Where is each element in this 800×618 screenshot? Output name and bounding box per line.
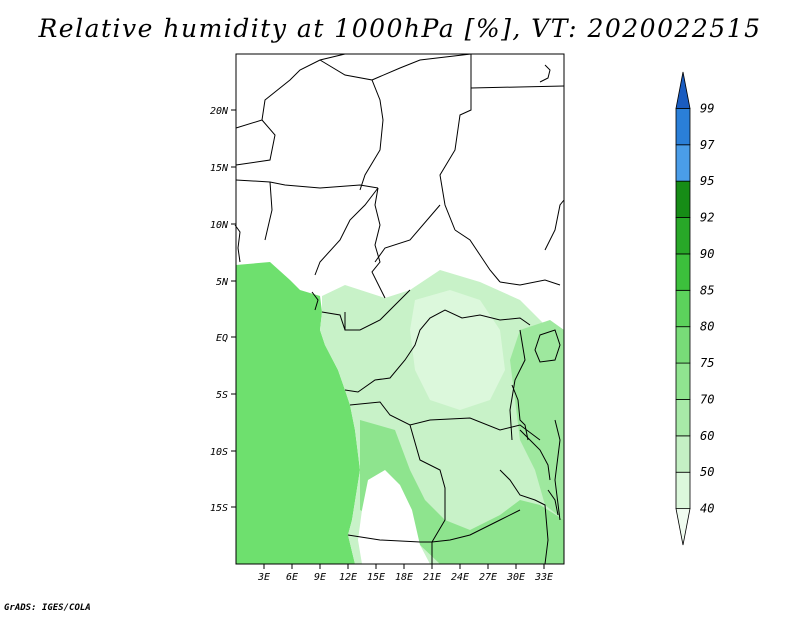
longitude-axis: 3E 6E 9E 12E 15E 18E 21E 24E 27E 30E 33E bbox=[257, 564, 553, 583]
political-boundaries bbox=[235, 53, 565, 565]
colorbar-label: 80 bbox=[700, 320, 714, 334]
grads-credit: GrADS: IGES/COLA bbox=[4, 603, 91, 613]
lat-label: 10N bbox=[210, 220, 229, 231]
lon-label: 18E bbox=[395, 572, 413, 583]
colorbar-segment bbox=[675, 326, 691, 364]
colorbar-segment bbox=[675, 180, 691, 218]
dry-tongue-patch bbox=[358, 470, 430, 564]
lon-label: 30E bbox=[506, 572, 525, 583]
lat-label: EQ bbox=[216, 333, 228, 344]
lon-label: 9E bbox=[314, 572, 326, 583]
colorbar-label: 40 bbox=[700, 502, 714, 516]
colorbar-label: 95 bbox=[700, 174, 714, 188]
lon-label: 6E bbox=[286, 572, 298, 583]
lon-label: 21E bbox=[423, 572, 441, 583]
colorbar-segment bbox=[675, 107, 691, 146]
colorbar-segment bbox=[675, 253, 691, 291]
colorbar-segment bbox=[675, 71, 691, 109]
colorbar-label: 60 bbox=[700, 429, 714, 443]
colorbar-label: 92 bbox=[700, 211, 714, 225]
ocean-high-humidity-region bbox=[236, 262, 360, 564]
colorbar-segment bbox=[675, 399, 691, 437]
colorbar-label: 97 bbox=[700, 138, 715, 152]
lat-label: 5S bbox=[216, 390, 228, 401]
lat-label: 15S bbox=[210, 503, 228, 514]
colorbar-label: 70 bbox=[700, 392, 714, 406]
lon-label: 15E bbox=[367, 572, 385, 583]
colorbar-segment bbox=[675, 435, 691, 473]
lat-label: 10S bbox=[210, 447, 228, 458]
colorbar-segment bbox=[675, 508, 691, 546]
map-frame bbox=[235, 53, 565, 565]
colorbar-labels: 40 50 60 70 75 80 85 90 92 95 97 99 bbox=[700, 101, 715, 515]
colorbar-segment bbox=[675, 217, 691, 255]
colorbar-segment bbox=[675, 144, 691, 182]
colorbar-label: 85 bbox=[700, 283, 714, 297]
lat-label: 20N bbox=[210, 106, 229, 117]
lon-label: 24E bbox=[451, 572, 469, 583]
colorbar-segment bbox=[675, 289, 691, 328]
lon-label: 33E bbox=[534, 572, 553, 583]
lat-label: 15N bbox=[210, 163, 229, 174]
colorbar-segments bbox=[675, 71, 691, 546]
colorbar: 40 50 60 70 75 80 85 90 92 95 97 99 bbox=[675, 71, 715, 546]
colorbar-label: 90 bbox=[700, 247, 714, 261]
colorbar-segment bbox=[675, 362, 691, 400]
east-humid-patch bbox=[510, 320, 564, 520]
lakes-and-coast bbox=[234, 64, 559, 516]
lon-label: 27E bbox=[479, 572, 497, 583]
map-title: Relative humidity at 1000hPa [%], VT: 20… bbox=[38, 14, 762, 43]
latitude-axis: 20N 15N 10N 5N EQ 5S 10S 15S bbox=[210, 106, 236, 514]
colorbar-label: 50 bbox=[700, 465, 714, 479]
colorbar-label: 75 bbox=[700, 356, 714, 370]
humidity-field bbox=[236, 54, 564, 564]
colorbar-label: 99 bbox=[700, 101, 714, 115]
lon-label: 3E bbox=[257, 572, 270, 583]
lat-label: 5N bbox=[216, 277, 229, 288]
lon-label: 12E bbox=[339, 572, 357, 583]
colorbar-segment bbox=[675, 471, 691, 510]
